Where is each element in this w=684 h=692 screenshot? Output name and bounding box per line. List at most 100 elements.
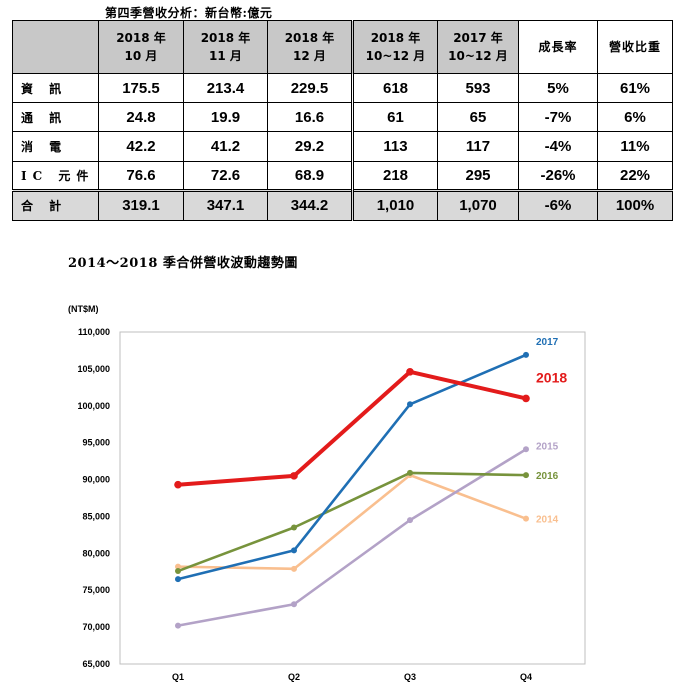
table-cell: 72.6 [183, 160, 268, 191]
row-label: 通 訊 [12, 102, 99, 133]
row-label: 合 計 [12, 188, 99, 222]
table-cell: 61% [597, 72, 673, 104]
table-cell: 113 [352, 131, 438, 162]
data-point-2014 [523, 515, 529, 522]
data-point-2016 [175, 568, 181, 575]
table-cell: 76.6 [98, 160, 184, 191]
table-row: 資 訊 175.5 213.4 229.5 618 593 5% 61% [12, 72, 673, 104]
y-tick-label: 110,000 [78, 327, 110, 337]
y-tick-label: 105,000 [77, 364, 110, 374]
table-cell: 1,010 [352, 188, 438, 222]
table-cell: 5% [518, 72, 598, 104]
row-label: 消 電 [12, 131, 99, 162]
series-line-2016 [177, 471, 527, 573]
table-cell: 344.2 [267, 188, 354, 222]
table-cell: -4% [518, 131, 598, 162]
header-cell: 2018 年 10~12 月 [352, 20, 438, 74]
table-cell: 175.5 [98, 72, 184, 104]
table-cell: 347.1 [183, 188, 268, 222]
y-tick-label: 70,000 [82, 622, 110, 632]
y-tick-label: 90,000 [82, 475, 110, 485]
table-cell: -6% [518, 188, 598, 222]
data-point-2018 [522, 394, 530, 403]
series-label-2016: 2016 [536, 471, 559, 482]
series-label-2014: 2014 [536, 515, 559, 526]
row-label: IC 元件 [12, 160, 99, 191]
table-cell: 24.8 [98, 102, 184, 133]
data-point-2018 [174, 480, 182, 489]
data-point-2017 [175, 576, 181, 583]
data-point-2017 [407, 401, 413, 408]
x-tick-label: Q4 [520, 672, 532, 682]
data-point-2018 [290, 472, 298, 480]
plot-area [119, 331, 586, 665]
table-cell: 16.6 [267, 102, 354, 133]
y-tick-label: 65,000 [82, 659, 110, 669]
series-line-2015 [177, 448, 527, 627]
series-label-2015: 2015 [536, 441, 559, 452]
table-row: 通 訊 24.8 19.9 16.6 61 65 -7% 6% [12, 102, 673, 133]
table-cell: 42.2 [98, 131, 184, 162]
data-point-2015 [407, 517, 413, 524]
table-cell: 41.2 [183, 131, 268, 162]
data-point-2015 [175, 622, 181, 629]
revenue-trend-chart: (NT$M) 65,000 70,000 75,000 80,000 85,000 90,0… [68, 304, 586, 682]
table-total-row: 合 計 319.1 347.1 344.2 1,010 1,070 -6% 100% [12, 188, 673, 222]
data-point-2017 [523, 351, 529, 358]
table-cell: 19.9 [183, 102, 268, 133]
data-point-2014 [175, 563, 181, 570]
table-row: 消 電 42.2 41.2 29.2 113 117 -4% 11% [12, 131, 673, 162]
chart-title: 2014～2018 季合併營收波動趨勢圖 [68, 256, 298, 271]
table-cell: 218 [352, 160, 438, 191]
header-cell: 營收比重 [597, 20, 673, 74]
table-cell: 1,070 [437, 188, 519, 222]
row-label: 資 訊 [12, 72, 99, 104]
y-tick-label: 75,000 [82, 585, 110, 595]
table-cell: 22% [597, 160, 673, 191]
y-tick-label: 100,000 [77, 401, 110, 411]
table-cell: 61 [352, 102, 438, 133]
x-tick-label: Q1 [172, 672, 184, 682]
y-axis-label: (NT$M) [68, 304, 99, 314]
y-tick-label: 85,000 [82, 511, 110, 521]
table-caption: 第四季營收分析：新台幣:億元 [105, 6, 273, 20]
table-cell: 319.1 [98, 188, 184, 222]
data-point-2018 [406, 368, 414, 376]
data-point-2016 [407, 469, 413, 476]
table-cell: 213.4 [183, 72, 268, 104]
table-cell: 11% [597, 131, 673, 162]
header-cell: 成長率 [518, 20, 598, 74]
y-tick-label: 80,000 [82, 548, 110, 558]
data-point-2014 [291, 565, 297, 572]
series-line-2018 [177, 369, 527, 487]
series-label-2018: 2018 [536, 369, 567, 385]
data-point-2017 [291, 547, 297, 554]
table-cell: 6% [597, 102, 673, 133]
table-cell: 295 [437, 160, 519, 191]
header-cell [12, 20, 99, 74]
table-cell: 68.9 [267, 160, 354, 191]
y-tick-label: 95,000 [82, 438, 110, 448]
data-point-2015 [523, 446, 529, 453]
header-cell: 2018 年 10 月 [98, 20, 184, 74]
table-cell: 229.5 [267, 72, 354, 104]
table-row: IC 元件 76.6 72.6 68.9 218 295 -26% 22% [12, 160, 673, 191]
data-point-2015 [291, 601, 297, 608]
table-cell: -7% [518, 102, 598, 133]
table-cell: 29.2 [267, 131, 354, 162]
header-cell: 2017 年 10~12 月 [437, 20, 519, 74]
series-label-2017: 2017 [536, 337, 559, 348]
series-line-2014 [177, 473, 527, 571]
header-cell: 2018 年 12 月 [267, 20, 354, 74]
table-cell: 100% [597, 188, 673, 222]
x-tick-label: Q2 [288, 672, 300, 682]
table-cell: 65 [437, 102, 519, 133]
header-cell: 2018 年 11 月 [183, 20, 268, 74]
data-point-2016 [523, 472, 529, 479]
table-cell: 593 [437, 72, 519, 104]
series-line-2017 [177, 353, 527, 581]
table-cell: 117 [437, 131, 519, 162]
x-tick-label: Q3 [404, 672, 416, 682]
table-cell: 618 [352, 72, 438, 104]
